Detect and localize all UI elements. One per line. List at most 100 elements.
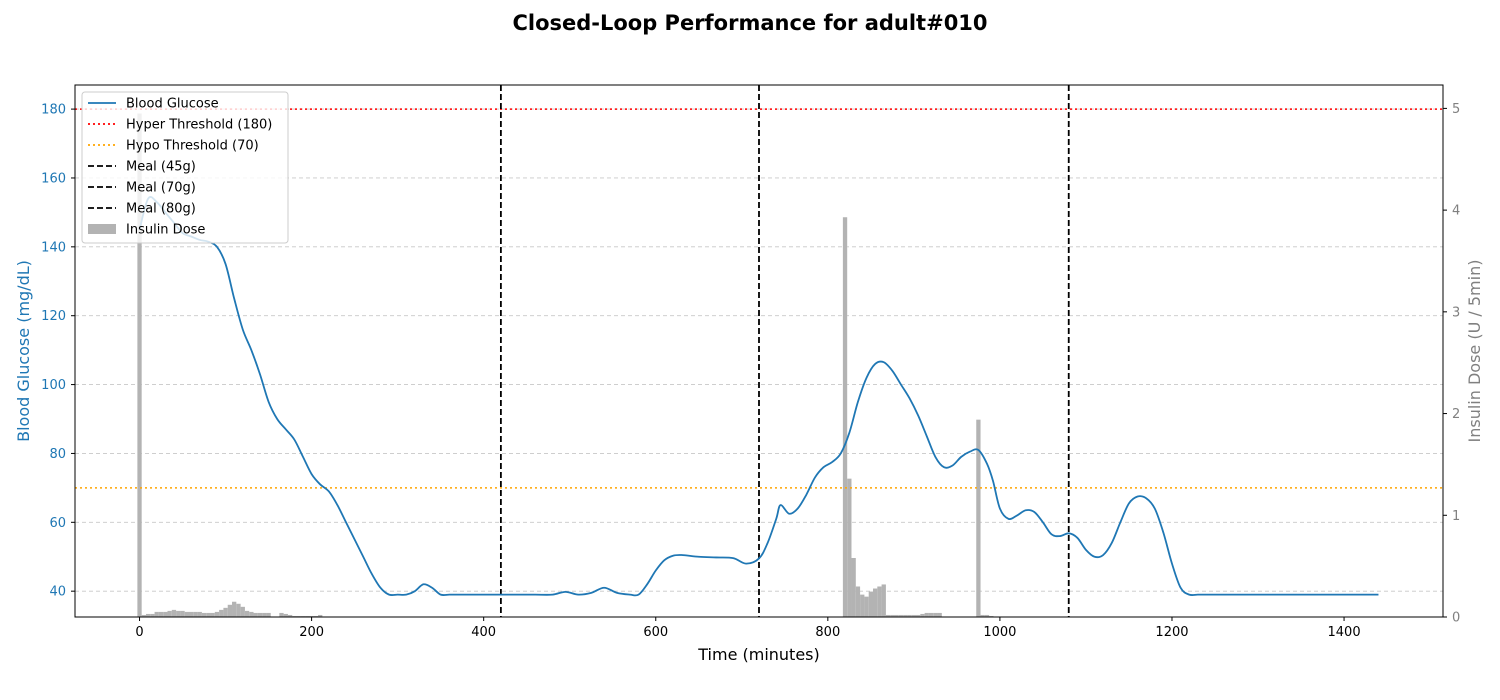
insulin-bar bbox=[937, 612, 942, 617]
legend-label: Hyper Threshold (180) bbox=[126, 118, 272, 133]
y-axis-left: 40 60 80 100 120 140 160 180 bbox=[41, 103, 75, 600]
y-tick-label: 180 bbox=[41, 103, 66, 118]
insulin-bar bbox=[141, 614, 146, 617]
insulin-bar bbox=[933, 612, 938, 617]
x-axis: 0 200 400 600 800 1000 1200 1400 bbox=[135, 617, 1361, 640]
insulin-bar bbox=[885, 614, 891, 617]
grid-layer bbox=[75, 108, 1443, 592]
y-tick-label: 120 bbox=[41, 309, 66, 324]
insulin-bar bbox=[236, 603, 241, 617]
legend-label: Insulin Dose bbox=[126, 223, 205, 238]
insulin-bar bbox=[240, 606, 245, 617]
y-tick-label: 140 bbox=[41, 240, 66, 255]
insulin-bar bbox=[313, 615, 319, 617]
y2-axis-label: Insulin Dose (U / 5min) bbox=[1465, 260, 1484, 443]
insulin-bar bbox=[924, 612, 929, 617]
insulin-bar bbox=[197, 611, 202, 617]
insulin-bar bbox=[244, 610, 250, 617]
insulin-bar bbox=[201, 612, 207, 617]
insulin-bar bbox=[167, 610, 172, 617]
insulin-bar bbox=[193, 611, 198, 617]
insulin-bar bbox=[318, 614, 323, 617]
insulin-bar bbox=[253, 612, 258, 617]
insulin-bar bbox=[137, 113, 142, 617]
insulin-bar bbox=[868, 591, 873, 617]
x-tick-label: 800 bbox=[815, 625, 840, 640]
x-tick-label: 1000 bbox=[983, 625, 1016, 640]
insulin-bar bbox=[855, 586, 861, 617]
legend-box bbox=[81, 91, 289, 244]
insulin-bar bbox=[873, 588, 878, 617]
y2-tick-label: 3 bbox=[1452, 305, 1460, 320]
insulin-bar bbox=[223, 607, 228, 617]
insulin-bar bbox=[911, 614, 917, 617]
blood-glucose-line bbox=[138, 196, 1379, 597]
legend-label: Hypo Threshold (70) bbox=[126, 139, 259, 154]
insulin-bar bbox=[279, 612, 284, 617]
insulin-bar bbox=[305, 615, 310, 617]
insulin-bar bbox=[214, 611, 220, 617]
legend-label: Meal (70g) bbox=[126, 181, 196, 196]
y-tick-label: 40 bbox=[49, 585, 66, 600]
insulin-bar bbox=[287, 614, 293, 617]
y-axis-label: Blood Glucose (mg/dL) bbox=[14, 260, 33, 442]
insulin-bar bbox=[184, 611, 189, 617]
insulin-bar bbox=[928, 612, 934, 617]
insulin-bar bbox=[847, 478, 852, 617]
insulin-bar bbox=[860, 594, 865, 617]
y-tick-label: 100 bbox=[41, 378, 66, 393]
legend-swatch bbox=[88, 224, 116, 234]
insulin-bar bbox=[309, 615, 314, 617]
insulin-bar bbox=[158, 611, 164, 617]
x-tick-label: 400 bbox=[471, 625, 496, 640]
y2-tick-label: 0 bbox=[1452, 611, 1460, 626]
insulin-bar bbox=[984, 614, 990, 617]
legend-label: Blood Glucose bbox=[126, 97, 219, 112]
x-axis-label: Time (minutes) bbox=[697, 645, 820, 664]
x-tick-label: 1400 bbox=[1328, 625, 1361, 640]
insulin-bar bbox=[257, 612, 263, 617]
insulin-bar bbox=[842, 217, 848, 617]
insulin-bar bbox=[864, 596, 869, 617]
insulin-bar bbox=[219, 609, 224, 617]
insulin-bar bbox=[980, 614, 985, 617]
insulin-bar bbox=[292, 615, 297, 617]
insulin-bar bbox=[206, 612, 211, 617]
insulin-bar bbox=[154, 611, 159, 617]
insulin-bar bbox=[145, 613, 151, 617]
insulin-bar bbox=[296, 615, 301, 617]
insulin-bar bbox=[894, 614, 899, 617]
insulin-bar bbox=[916, 614, 921, 617]
insulin-bar bbox=[163, 611, 168, 617]
insulin-bar bbox=[189, 611, 194, 617]
y2-tick-label: 1 bbox=[1452, 509, 1460, 524]
glucose-series bbox=[138, 196, 1379, 597]
insulin-bar bbox=[283, 613, 288, 617]
x-tick-label: 0 bbox=[135, 625, 143, 640]
insulin-bar bbox=[989, 615, 994, 617]
y2-tick-label: 5 bbox=[1452, 102, 1460, 117]
plot-frame bbox=[74, 84, 1444, 618]
y2-tick-label: 4 bbox=[1452, 204, 1460, 219]
y2-tick-label: 2 bbox=[1452, 407, 1460, 422]
legend-label: Meal (45g) bbox=[126, 160, 196, 175]
insulin-bar bbox=[180, 610, 185, 617]
insulin-bar bbox=[851, 558, 856, 617]
y-tick-label: 80 bbox=[49, 447, 66, 462]
insulin-bar bbox=[890, 614, 895, 617]
reference-lines bbox=[75, 85, 1443, 617]
insulin-bar bbox=[976, 419, 981, 617]
insulin-bar bbox=[150, 613, 155, 617]
insulin-bar bbox=[262, 612, 267, 617]
insulin-bar bbox=[176, 610, 181, 617]
insulin-bars bbox=[137, 113, 994, 617]
insulin-bar bbox=[920, 613, 925, 617]
insulin-bar bbox=[171, 609, 177, 617]
insulin-bar bbox=[907, 614, 912, 617]
legend-label: Meal (80g) bbox=[126, 202, 196, 217]
chart-title: Closed-Loop Performance for adult#010 bbox=[512, 11, 987, 35]
y-tick-label: 60 bbox=[49, 516, 66, 531]
x-tick-label: 200 bbox=[299, 625, 324, 640]
insulin-bar bbox=[881, 584, 886, 617]
